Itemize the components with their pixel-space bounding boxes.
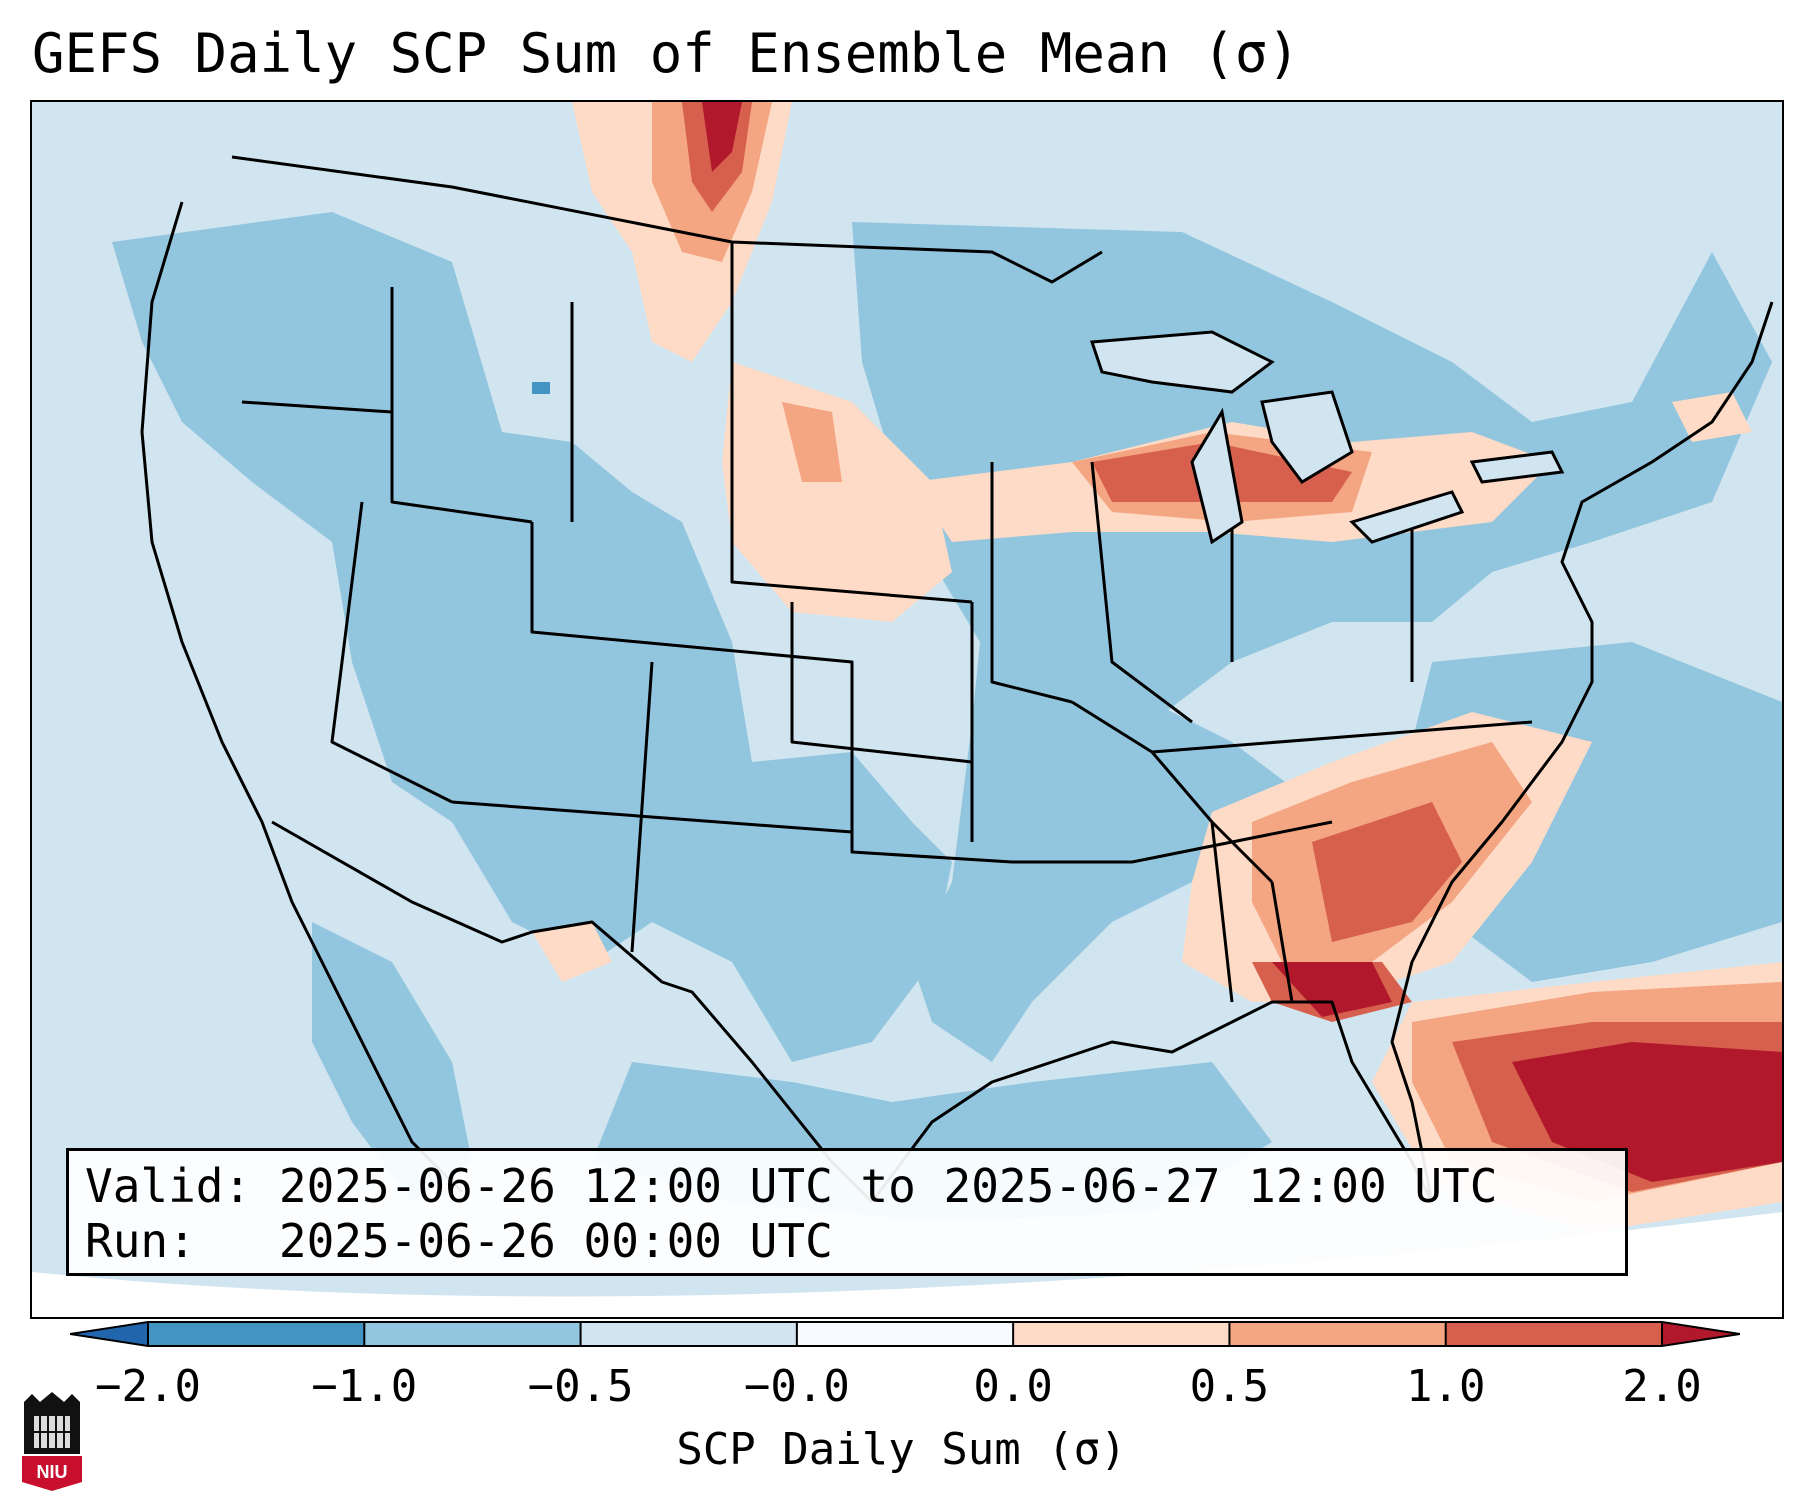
colorbar-tick-label: −0.5	[527, 1361, 634, 1412]
valid-value: 2025-06-26 12:00 UTC to 2025-06-27 12:00…	[278, 1159, 1498, 1213]
niu-logo: NIU	[22, 1392, 82, 1491]
valid-label: Valid:	[85, 1159, 252, 1213]
colorbar-bin	[1445, 1322, 1663, 1346]
colorbar-tick-label: 0.5	[1189, 1361, 1270, 1412]
colorbar-bin	[796, 1322, 1014, 1346]
colorbar-tick-label: 0.0	[973, 1361, 1053, 1412]
colorbar-bin	[1229, 1322, 1447, 1346]
colorbar-bin	[1013, 1322, 1230, 1346]
validity-info-box: Valid: 2025-06-26 12:00 UTC to 2025-06-2…	[66, 1148, 1628, 1276]
run-label: Run:	[85, 1214, 196, 1268]
map-title: GEFS Daily SCP Sum of Ensemble Mean (σ)	[32, 22, 1300, 85]
run-row: Run: 2025-06-26 00:00 UTC	[85, 1214, 1609, 1269]
map-panel	[30, 100, 1784, 1319]
colorbar-over-arrow	[1662, 1322, 1740, 1346]
colorbar	[70, 1321, 1740, 1347]
colorbar-tick-label: −1.0	[311, 1361, 418, 1412]
colorbar-bin	[364, 1322, 582, 1346]
colorbar-under-arrow	[70, 1322, 148, 1346]
valid-row: Valid: 2025-06-26 12:00 UTC to 2025-06-2…	[85, 1159, 1609, 1214]
colorbar-tick-label: −2.0	[95, 1361, 201, 1412]
scp-map	[32, 102, 1782, 1317]
colorbar-tick-label: 1.0	[1405, 1361, 1486, 1412]
colorbar-bin	[580, 1322, 798, 1346]
boundary-lines	[140, 155, 1774, 1204]
run-value: 2025-06-26 00:00 UTC	[278, 1214, 833, 1268]
colorbar-label: SCP Daily Sum (σ)	[676, 1424, 1127, 1475]
projection-edge	[32, 1212, 1782, 1317]
logo-text: NIU	[37, 1462, 68, 1482]
colorbar-outline	[70, 1321, 1740, 1347]
great-lakes	[1089, 330, 1565, 545]
colorbar-bin	[148, 1322, 365, 1346]
colorbar-tick-label: 2.0	[1622, 1361, 1702, 1412]
colorbar-tick-label: −0.0	[743, 1361, 850, 1412]
field-extreme-positive	[702, 102, 1782, 1182]
field-strong-negative	[532, 382, 550, 394]
